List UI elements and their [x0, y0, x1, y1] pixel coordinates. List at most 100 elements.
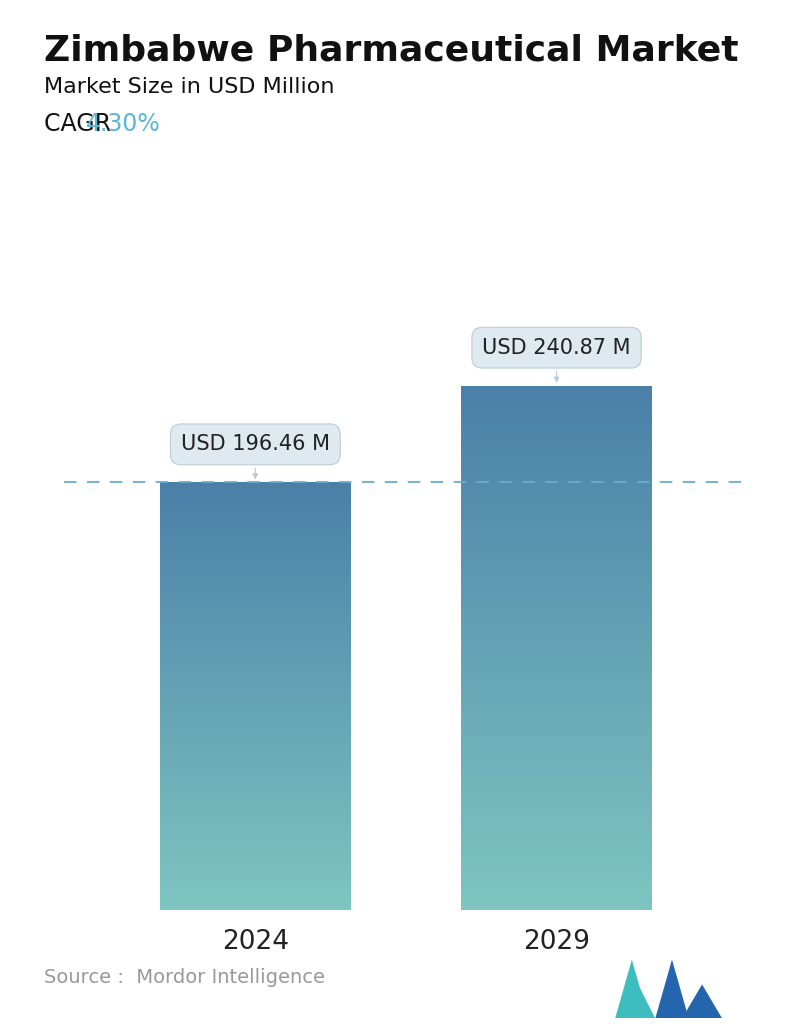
Bar [461, 498, 653, 499]
Bar [461, 753, 653, 754]
Bar [461, 599, 653, 600]
Bar [461, 757, 653, 758]
Bar [461, 616, 653, 617]
Bar [461, 670, 653, 671]
Bar [461, 688, 653, 689]
Bar [461, 452, 653, 453]
Bar [461, 418, 653, 419]
Bar [461, 473, 653, 474]
Bar [461, 744, 653, 746]
Bar [461, 714, 653, 716]
Bar [461, 524, 653, 525]
Bar [461, 466, 653, 467]
Bar [461, 660, 653, 661]
Bar [461, 624, 653, 625]
Text: CAGR: CAGR [44, 112, 119, 135]
Bar [461, 696, 653, 697]
Bar [461, 490, 653, 491]
Bar [461, 655, 653, 656]
Bar [461, 488, 653, 489]
Bar [461, 665, 653, 666]
Bar [461, 489, 653, 490]
Bar [461, 877, 653, 878]
Bar [461, 841, 653, 842]
Bar [461, 790, 653, 791]
Bar [461, 444, 653, 445]
Bar [461, 697, 653, 698]
Bar [461, 827, 653, 828]
Bar [461, 585, 653, 586]
Bar [461, 661, 653, 662]
Bar [461, 539, 653, 540]
Bar [461, 765, 653, 766]
Bar [461, 455, 653, 456]
Bar [461, 730, 653, 731]
Bar [461, 512, 653, 513]
Bar [461, 856, 653, 857]
Bar [461, 848, 653, 849]
Bar [461, 649, 653, 650]
Bar [461, 905, 653, 906]
Bar [461, 442, 653, 443]
Bar [461, 826, 653, 827]
Bar [461, 724, 653, 726]
Bar [461, 638, 653, 639]
Bar [461, 756, 653, 757]
Bar [461, 645, 653, 646]
Bar [461, 751, 653, 752]
Bar [461, 554, 653, 555]
Bar [461, 868, 653, 869]
Bar [461, 673, 653, 674]
Bar [461, 761, 653, 762]
Bar [461, 555, 653, 556]
Bar [461, 647, 653, 648]
Bar [461, 650, 653, 652]
Bar [461, 659, 653, 660]
Bar [461, 553, 653, 554]
Bar [461, 749, 653, 750]
Bar [461, 596, 653, 597]
Bar [461, 570, 653, 571]
Bar [461, 842, 653, 843]
Bar [461, 676, 653, 677]
Bar [461, 513, 653, 514]
Bar [461, 497, 653, 498]
Bar [461, 518, 653, 519]
Bar [461, 583, 653, 584]
Bar [461, 407, 653, 408]
Bar [461, 892, 653, 893]
Bar [461, 862, 653, 863]
Bar [461, 426, 653, 427]
Bar [461, 703, 653, 704]
Bar [461, 531, 653, 533]
Bar [461, 637, 653, 638]
Bar [461, 533, 653, 534]
Text: USD 240.87 M: USD 240.87 M [482, 338, 630, 382]
Bar [461, 901, 653, 902]
Bar [461, 708, 653, 709]
Bar [461, 683, 653, 685]
Bar [461, 642, 653, 643]
Bar [461, 424, 653, 425]
Bar [461, 752, 653, 753]
Bar [461, 748, 653, 749]
Bar [461, 857, 653, 858]
Bar [461, 575, 653, 576]
Bar [461, 705, 653, 706]
Bar [461, 770, 653, 771]
Bar [461, 903, 653, 904]
Bar [461, 709, 653, 710]
Bar [461, 879, 653, 880]
Bar [461, 829, 653, 830]
Bar [461, 907, 653, 908]
Bar [461, 566, 653, 567]
Bar [461, 565, 653, 566]
Bar [461, 750, 653, 751]
Bar [461, 626, 653, 627]
Bar [461, 658, 653, 659]
Bar [461, 746, 653, 747]
Bar [461, 610, 653, 611]
Bar [461, 777, 653, 778]
Bar [461, 668, 653, 669]
Bar [461, 588, 653, 589]
